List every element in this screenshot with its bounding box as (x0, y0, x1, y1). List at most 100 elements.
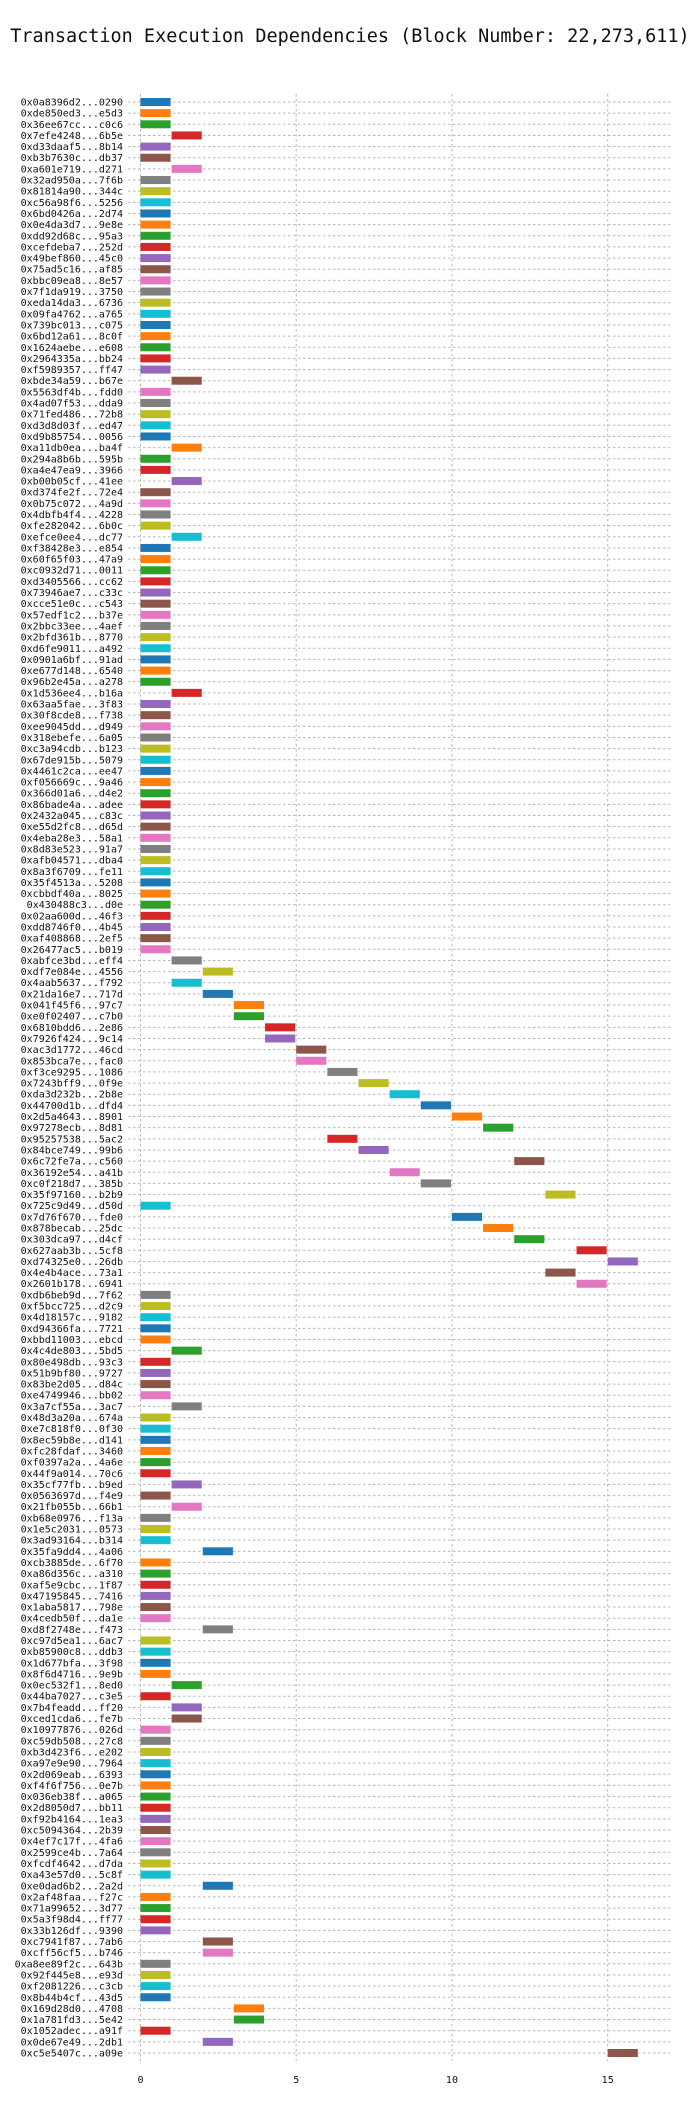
transaction-label: 0xb68e0976...f13a (21, 1513, 123, 1524)
transaction-bar (140, 844, 171, 853)
transaction-label: 0xdd8746f0...4b45 (21, 922, 123, 933)
transaction-label: 0xd8f2748e...f473 (21, 1625, 123, 1636)
transaction-label: 0x0ec532f1...8ed0 (21, 1681, 123, 1692)
transaction-bar (171, 956, 202, 965)
transaction-label: 0xde850ed3...e5d3 (21, 109, 123, 120)
transaction-bar (171, 1480, 202, 1489)
transaction-label: 0x3a7cf55a...3ac7 (21, 1402, 123, 1413)
transaction-bar (171, 1681, 202, 1690)
transaction-label: 0x0b75c072...4a9d (21, 499, 123, 510)
transaction-bar (420, 1101, 451, 1110)
transaction-label: 0xb3d423f6...e202 (21, 1747, 123, 1758)
transaction-bar (233, 1012, 265, 1021)
transaction-label: 0x4ad07f53...dda9 (21, 399, 123, 410)
transaction-label: 0xaf408868...2ef5 (21, 934, 123, 945)
transaction-label: 0x0e4da3d7...9e8e (21, 220, 123, 231)
transaction-bar (202, 2037, 233, 2046)
transaction-bar (140, 1870, 171, 1879)
transaction-bar (140, 1904, 171, 1913)
transaction-label: 0x09fa4762...a765 (21, 309, 123, 320)
transaction-bar (140, 945, 171, 954)
transaction-label: 0xa97e9e90...7964 (21, 1759, 123, 1770)
transaction-bar (140, 1558, 171, 1567)
transaction-bar (140, 1747, 171, 1756)
transaction-label: 0xfe282042...6b0c (21, 521, 123, 532)
transaction-bar (140, 1926, 171, 1935)
transaction-bar (140, 1435, 171, 1444)
transaction-label: 0x83be2d05...d84c (21, 1380, 123, 1391)
transaction-bar (171, 477, 202, 486)
transaction-bar (140, 1368, 171, 1377)
transaction-bar (171, 1714, 202, 1723)
transaction-label: 0xf5989357...ff47 (21, 365, 123, 376)
transaction-bar (140, 755, 171, 764)
transaction-bar (140, 1614, 171, 1623)
chart-title: Transaction Execution Dependencies (Bloc… (10, 26, 689, 47)
transaction-label: 0x35f97160...b2b9 (21, 1190, 123, 1201)
transaction-label: 0xb3b7630c...db37 (21, 153, 123, 164)
transaction-bar (140, 387, 171, 396)
transaction-bar (140, 766, 171, 775)
transaction-label: 0xfc28fdaf...3460 (21, 1446, 123, 1457)
transaction-label: 0x73946ae7...c33c (21, 588, 123, 599)
transaction-label: 0xc5094364...2b39 (21, 1826, 123, 1837)
transaction-label: 0xabfce3bd...eff4 (21, 956, 123, 967)
transaction-bar (140, 610, 171, 619)
transaction-bar (140, 142, 171, 151)
transaction-label: 0xe677d148...6540 (21, 666, 123, 677)
transaction-label: 0x4aab5637...f792 (21, 978, 123, 989)
transaction-bar (140, 176, 171, 185)
transaction-bar (140, 1826, 171, 1835)
transaction-bar (233, 2015, 265, 2024)
transaction-label: 0xcb3885de...6f70 (21, 1558, 123, 1569)
transaction-bar (514, 1235, 545, 1244)
transaction-label: 0xda3d232b...2b8e (21, 1090, 123, 1101)
transaction-bar (140, 1525, 171, 1534)
transaction-bar (202, 1881, 233, 1890)
transaction-bar (171, 978, 202, 987)
transaction-label: 0xced1cda6...fe7b (21, 1714, 123, 1725)
transaction-bar (140, 1469, 171, 1478)
x-axis-ticks: 0 5 10 15 (137, 2075, 613, 2086)
transaction-label: 0x32ad950a...7f6b (21, 176, 123, 187)
transaction-bars (140, 98, 638, 2057)
transaction-label: 0xd6fe9011...a492 (21, 644, 123, 655)
transaction-label: 0x2d069eab...6393 (21, 1770, 123, 1781)
transaction-bar (140, 242, 171, 251)
transaction-label: 0xf3ce9295...1086 (21, 1067, 123, 1078)
transaction-bar (140, 309, 171, 318)
transaction-bar (358, 1145, 389, 1154)
transaction-label: 0x81814a90...344c (21, 187, 123, 198)
transaction-label: 0x2432a045...c83c (21, 811, 123, 822)
transaction-bar (140, 889, 171, 898)
transaction-bar (140, 599, 171, 608)
transaction-bar (171, 376, 202, 385)
transaction-bar (140, 633, 171, 642)
transaction-label: 0x71fed486...72b8 (21, 410, 123, 421)
transaction-label: 0xc97d5ea1...6ac7 (21, 1636, 123, 1647)
transaction-label: 0x35f4513a...5208 (21, 878, 123, 889)
transaction-bar (576, 1246, 607, 1255)
transaction-label: 0x318ebefe...6a05 (21, 733, 123, 744)
transaction-label: 0xdd92d68c...95a3 (21, 231, 123, 242)
transaction-label: 0x44f9a014...70c6 (21, 1469, 123, 1480)
transaction-label: 0x6bd12a61...8c0f (21, 332, 123, 343)
transaction-label: 0xd74325e0...26db (21, 1257, 123, 1268)
transaction-bar (140, 1636, 171, 1645)
transaction-bar (140, 1335, 171, 1344)
transaction-bar (140, 410, 171, 419)
transaction-label: 0xa43e57d0...5c8f (21, 1870, 123, 1881)
transaction-bar (140, 265, 171, 274)
transaction-bar (140, 454, 171, 463)
transaction-label: 0x95257538...5ac2 (21, 1134, 123, 1145)
transaction-label: 0xd94366fa...7721 (21, 1324, 123, 1335)
transaction-label: 0x2d8050d7...bb11 (21, 1803, 123, 1814)
transaction-bar (140, 744, 171, 753)
transaction-label: 0x30f8cde8...f738 (21, 711, 123, 722)
transaction-label: 0x35fa9dd4...4a06 (21, 1547, 123, 1558)
transaction-label: 0x4c4de803...5bd5 (21, 1346, 123, 1357)
transaction-bar (140, 98, 171, 106)
transaction-label: 0x4d18157c...9182 (21, 1313, 123, 1324)
transaction-bar (171, 131, 202, 140)
transaction-bar (296, 1045, 327, 1054)
